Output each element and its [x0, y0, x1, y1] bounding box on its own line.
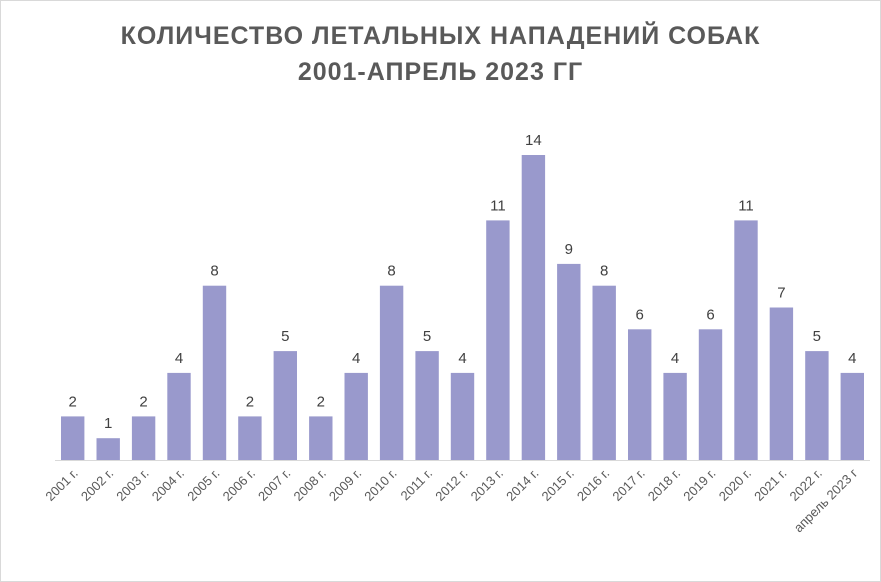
data-label-17: 4 [671, 350, 679, 367]
bar-11 [450, 372, 475, 460]
data-label-1: 1 [104, 415, 112, 432]
chart-title-line1: КОЛИЧЕСТВО ЛЕТАЛЬНЫХ НАПАДЕНИЙ СОБАК [120, 22, 761, 50]
data-label-9: 8 [387, 263, 395, 280]
bar-6 [273, 351, 297, 460]
x-tick-label-6: 2007 г. [255, 466, 293, 504]
x-tick-label-7: 2008 г. [291, 466, 329, 504]
data-label-22: 4 [848, 350, 856, 367]
x-tick-label-8: 2009 г. [326, 466, 364, 504]
x-tick-label-20: 2021 г. [751, 466, 789, 504]
data-label-2: 2 [139, 393, 147, 410]
data-label-18: 6 [706, 306, 714, 323]
bar-8 [344, 372, 368, 460]
x-tick-label-1: 2002 г. [78, 466, 116, 504]
x-tick-label-10: 2011 г. [398, 466, 436, 504]
data-label-20: 7 [777, 285, 785, 302]
chart-title-line2: 2001-АПРЕЛЬ 2023 ГГ [297, 58, 584, 86]
x-tick-label-5: 2006 г. [220, 466, 258, 504]
bar-18 [698, 329, 723, 460]
bar-16 [628, 329, 652, 460]
data-label-19: 11 [738, 197, 754, 214]
data-label-13: 14 [525, 132, 542, 149]
bar-9 [379, 285, 404, 460]
x-tick-label-4: 2005 г. [184, 466, 222, 504]
x-tick-label-16: 2017 г. [609, 466, 647, 504]
x-tick-label-11: 2012 г. [432, 466, 470, 504]
bar-21 [805, 351, 829, 460]
x-tick-label-18: 2019 г. [680, 466, 718, 504]
x-tick-label-17: 2018 г. [645, 466, 683, 504]
x-tick-label-22: апрель 2023 г [791, 465, 861, 535]
data-label-5: 2 [246, 393, 254, 410]
x-tick-label-3: 2004 г. [149, 466, 187, 504]
x-tick-label-19: 2020 г. [716, 466, 754, 504]
x-tick-label-12: 2013 г. [468, 466, 506, 504]
data-label-16: 6 [636, 306, 644, 323]
chart-title: КОЛИЧЕСТВО ЛЕТАЛЬНЫХ НАПАДЕНИЙ СОБАК 200… [0, 18, 881, 90]
bar-0 [61, 416, 85, 460]
data-label-11: 4 [458, 350, 466, 367]
bar-14 [557, 263, 581, 460]
bar-12 [486, 220, 510, 460]
bar-17 [663, 372, 687, 460]
x-tick-label-0: 2001 г. [42, 466, 80, 504]
data-label-6: 5 [281, 328, 289, 345]
bar-13 [521, 155, 546, 460]
data-label-4: 8 [210, 263, 218, 280]
x-tick-label-9: 2010 г. [361, 466, 399, 504]
data-label-10: 5 [423, 328, 431, 345]
bar-15 [592, 285, 616, 460]
bar-5 [238, 416, 262, 460]
data-label-15: 8 [600, 263, 608, 280]
bar-10 [415, 351, 439, 460]
x-tick-label-13: 2014 г. [503, 466, 541, 504]
x-tick-label-14: 2015 г. [539, 466, 577, 504]
bar-2 [131, 416, 156, 460]
bar-7 [309, 416, 333, 460]
bar-4 [202, 285, 227, 460]
bar-1 [96, 438, 120, 460]
x-tick-label-2: 2003 г. [113, 466, 151, 504]
data-label-12: 11 [490, 197, 506, 214]
data-label-0: 2 [69, 393, 77, 410]
data-label-8: 4 [352, 350, 360, 367]
data-label-14: 9 [565, 241, 573, 258]
data-label-7: 2 [317, 393, 325, 410]
bar-3 [167, 372, 191, 460]
bar-22 [840, 372, 864, 460]
data-label-3: 4 [175, 350, 183, 367]
x-tick-label-15: 2016 г. [574, 466, 612, 504]
bar-19 [734, 220, 758, 460]
data-label-21: 5 [813, 328, 821, 345]
bar-20 [769, 307, 794, 460]
